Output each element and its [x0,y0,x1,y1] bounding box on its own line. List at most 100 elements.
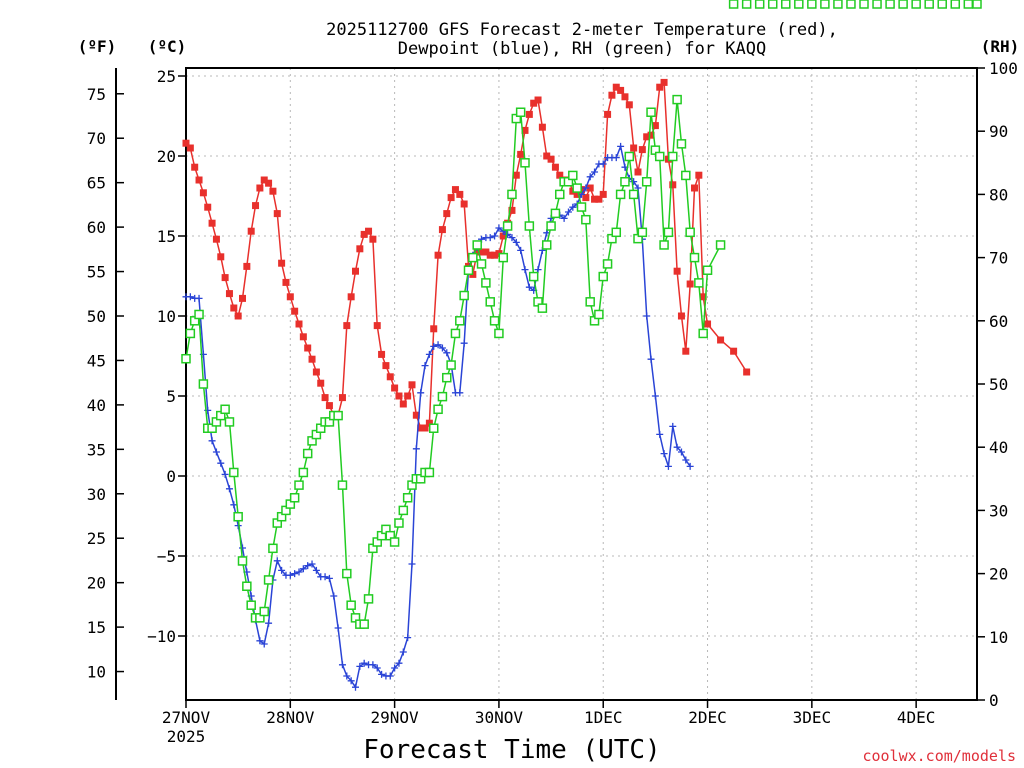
dewpoint-point [186,293,194,301]
rh-point [229,467,239,478]
y-tick-label-rh: 70 [989,249,1008,268]
dewpoint-point [295,568,303,576]
rh-point [550,208,561,219]
rh-point [950,0,961,9]
dewpoint-point [408,560,416,568]
temperature-point [343,322,351,330]
series-line-temperature [185,80,748,429]
rh-point [224,417,235,427]
temperature-point [265,179,273,187]
y-tick-label-c: 0 [166,467,176,486]
dewpoint-point [456,389,464,397]
dewpoint-point [443,349,451,357]
dewpoint-point [669,422,677,430]
rh-point [911,0,921,9]
dewpoint-point [325,574,333,582]
dewpoint-point [643,312,651,320]
rh-point [781,0,791,9]
y-tick-label-f: 15 [87,618,106,637]
dewpoint-point [612,154,620,162]
temperature-point [425,419,433,427]
temperature-point [325,402,333,410]
temperature-point [356,245,364,253]
rh-point [237,556,248,566]
dewpoint-point [517,246,525,254]
temperature-point [369,235,377,243]
temperature-point [647,131,655,139]
rh-point [694,278,704,288]
dewpoint-point [352,683,359,691]
dewpoint-point [208,437,216,445]
temperature-point [512,171,520,179]
x-axis-label: Forecast Time (UTC) [363,735,660,765]
dewpoint-point [273,557,281,565]
dewpoint-point [682,456,690,464]
rh-point [520,158,530,168]
dewpoint-point [582,184,590,192]
temperature-point [530,99,538,107]
rh-point [507,189,517,200]
rh-point [485,297,495,307]
dewpoint-point [504,230,512,238]
temperature-point [308,355,316,363]
temperature-point [599,190,607,198]
dewpoint-point [686,462,694,470]
temperature-point [208,219,216,227]
rh-point [242,581,252,591]
y-axis-celsius: 25 20 15 10 5 0 −5 −10 [147,67,186,646]
rh-point [259,606,269,617]
temperature-point [204,203,212,211]
rh-point [363,594,374,604]
rh-point [615,189,626,200]
temperature-point [360,230,368,238]
temperature-point [456,190,464,198]
rh-point [576,202,587,212]
temperature-point [417,424,425,432]
dewpoint-point [312,566,320,574]
y-tick-label-f: 50 [87,307,106,326]
dewpoint-point [373,664,381,672]
temperature-point [391,384,399,392]
temperature-point [486,251,494,259]
rh-point [820,0,830,9]
temperature-point [247,227,255,235]
y-tick-label-f: 35 [87,440,106,459]
temperature-point [573,190,581,198]
dewpoint-point [486,234,494,242]
temperature-point [347,293,355,301]
temperature-point [338,394,346,402]
rh-point [741,0,752,9]
dewpoint-point [508,234,516,242]
rh-point [676,139,687,149]
rh-point [446,360,456,370]
temperature-point [551,163,559,171]
dewpoint-point [569,203,577,211]
temperature-point [212,235,220,243]
y-tick-label-rh: 50 [989,375,1008,394]
rh-point [481,278,491,288]
temperature-point [491,251,499,259]
temperature-point [586,184,594,192]
temperature-point [438,226,446,234]
rh-point [194,309,204,320]
temperature-point [295,320,303,328]
rh-point [685,227,695,238]
rh-point [433,404,443,415]
rh-point [972,0,982,9]
rh-point [833,0,843,9]
temperature-point [443,210,451,218]
temperature-point [382,362,390,370]
temperature-point [260,176,268,184]
rh-point [681,170,691,181]
temperature-point [478,248,486,256]
y-tick-label-f: 70 [87,129,106,148]
temperature-point [691,184,698,192]
x-tick-label: 30NOV [475,708,524,727]
temperature-point [612,83,620,91]
temperature-point [582,194,590,202]
temperature-point [621,93,629,101]
temperature-point [595,195,603,203]
rh-point [346,600,356,610]
temperature-point [547,155,555,163]
dewpoint-point [399,648,407,656]
